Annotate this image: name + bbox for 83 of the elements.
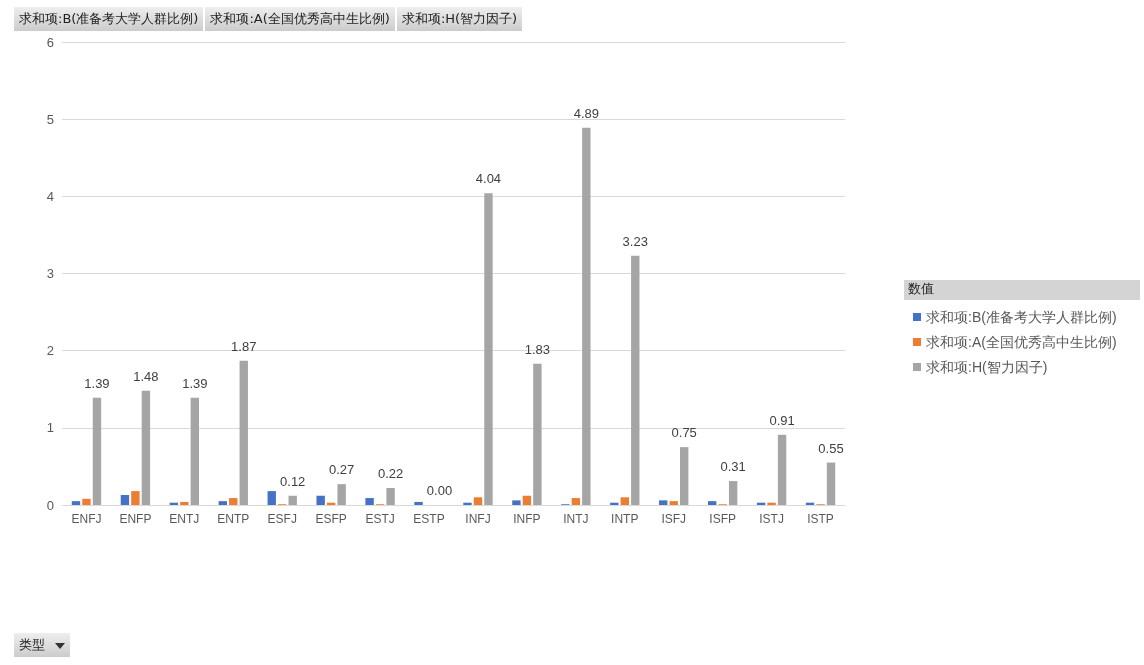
bar bbox=[82, 498, 91, 505]
x-tick-label: ISFJ bbox=[661, 512, 687, 526]
bar bbox=[180, 501, 189, 505]
x-tick-label: INTJ bbox=[563, 512, 589, 526]
y-tick-label: 6 bbox=[46, 34, 54, 50]
bar bbox=[728, 481, 738, 505]
x-tick-label: ESTP bbox=[413, 512, 445, 526]
data-label: 0.27 bbox=[328, 462, 355, 478]
x-tick-label: INFJ bbox=[465, 512, 491, 526]
legend-label: 求和项:B(准备考大学人群比例) bbox=[926, 309, 1117, 325]
y-tick-label: 4 bbox=[46, 188, 54, 204]
bar bbox=[473, 497, 483, 505]
bar bbox=[826, 462, 836, 505]
x-tick-label: ENFJ bbox=[71, 512, 102, 526]
data-label: 0.22 bbox=[377, 466, 404, 482]
bar bbox=[571, 498, 581, 505]
x-tick-label: ENTP bbox=[217, 512, 250, 526]
x-tick-label: ENTJ bbox=[169, 512, 200, 526]
bar bbox=[620, 497, 629, 505]
x-tick-label: ISTP bbox=[807, 512, 834, 526]
bar bbox=[533, 363, 542, 505]
data-label: 0.91 bbox=[769, 412, 795, 428]
data-label: 0.75 bbox=[671, 425, 697, 441]
bar bbox=[707, 501, 717, 505]
data-label: 0.12 bbox=[280, 473, 306, 489]
bar bbox=[190, 397, 200, 505]
bar bbox=[337, 484, 346, 505]
bar bbox=[239, 360, 248, 505]
data-label: 4.89 bbox=[573, 105, 599, 121]
x-tick-label: ESFJ bbox=[267, 512, 297, 526]
bar bbox=[218, 501, 227, 505]
bar bbox=[71, 501, 81, 505]
x-tick-label: ESFP bbox=[315, 512, 347, 526]
legend-title: 数值 bbox=[908, 281, 934, 296]
bar bbox=[777, 434, 787, 505]
bar bbox=[522, 495, 532, 505]
bar bbox=[512, 500, 521, 505]
data-label: 3.23 bbox=[622, 233, 648, 249]
legend-label: 求和项:H(智力因子) bbox=[926, 359, 1048, 375]
bar bbox=[92, 397, 102, 505]
bar bbox=[669, 501, 678, 505]
bar bbox=[120, 494, 130, 505]
legend-label: 求和项:A(全国优秀高中生比例) bbox=[926, 334, 1117, 350]
y-tick-label: 1 bbox=[46, 420, 54, 436]
bar bbox=[631, 255, 640, 505]
data-label: 1.39 bbox=[84, 375, 110, 391]
bar bbox=[267, 491, 276, 505]
x-tick-label: ESTJ bbox=[365, 512, 395, 526]
bar bbox=[316, 495, 325, 505]
bar bbox=[680, 447, 689, 505]
x-tick-label: ENFP bbox=[119, 512, 152, 526]
text: 求和项:B(准备考大学人群比例) bbox=[14, 7, 204, 31]
data-label: 0.55 bbox=[818, 440, 844, 456]
bar bbox=[288, 495, 297, 505]
x-tick-label: ISTJ bbox=[759, 512, 784, 526]
x-tick-label: INTP bbox=[611, 512, 639, 526]
data-label: 0.31 bbox=[720, 459, 746, 475]
data-label: 1.48 bbox=[133, 368, 159, 384]
bar bbox=[767, 502, 776, 505]
bar bbox=[659, 500, 668, 505]
bar bbox=[414, 501, 423, 505]
text: 类型 bbox=[19, 637, 45, 652]
bar bbox=[386, 488, 395, 505]
bar bbox=[365, 498, 374, 505]
bar bbox=[131, 491, 140, 505]
x-tick-label: INFP bbox=[513, 512, 541, 526]
x-tick-label: ISFP bbox=[709, 512, 736, 526]
bar bbox=[229, 498, 238, 505]
data-label: 1.87 bbox=[231, 338, 257, 354]
y-tick-label: 0 bbox=[46, 497, 54, 513]
text: 求和项:H(智力因子) bbox=[396, 7, 523, 31]
data-label: 1.83 bbox=[524, 341, 551, 357]
bar bbox=[484, 193, 493, 505]
bar bbox=[463, 502, 472, 505]
y-tick-label: 5 bbox=[46, 111, 54, 127]
data-label: 4.04 bbox=[475, 171, 502, 187]
y-tick-label: 3 bbox=[46, 266, 54, 281]
data-label: 1.39 bbox=[182, 375, 208, 391]
bar bbox=[582, 127, 591, 505]
text: 求和项:A(全国优秀高中生比例) bbox=[205, 7, 395, 31]
bar bbox=[141, 390, 151, 505]
data-label: 0.00 bbox=[426, 483, 453, 498]
y-tick-label: 2 bbox=[46, 343, 54, 359]
